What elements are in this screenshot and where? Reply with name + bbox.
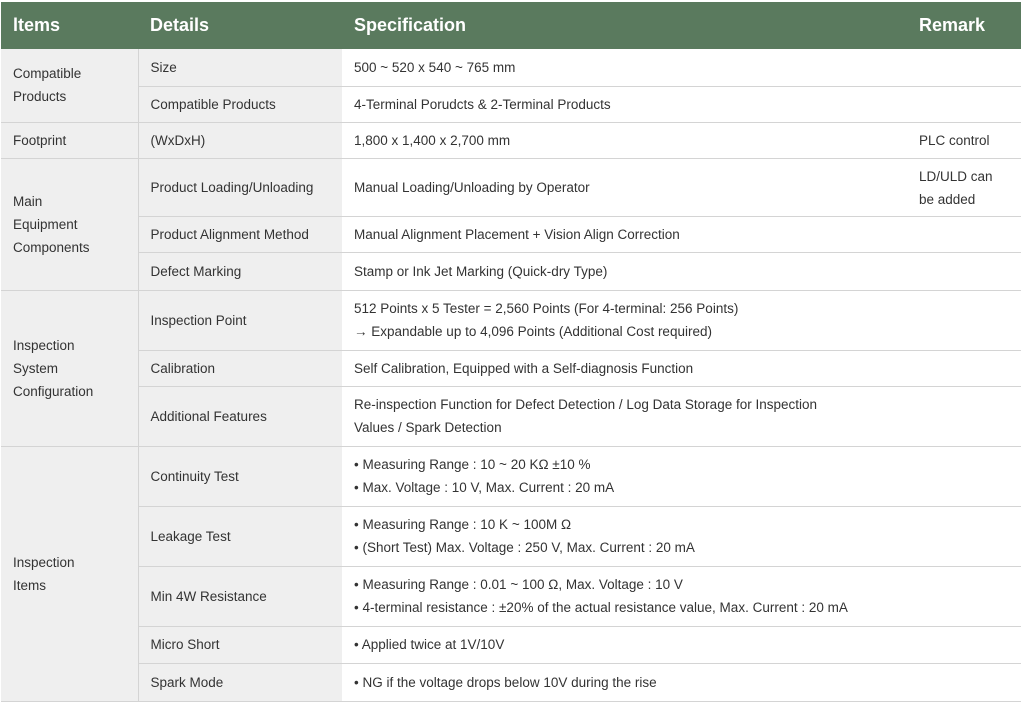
item-label: Inspection System Configuration xyxy=(1,290,139,447)
table-row: Leakage Test • Measuring Range : 10 K ~ 1… xyxy=(1,506,1021,567)
remark-value xyxy=(906,350,1021,387)
detail-label: Inspection Point xyxy=(138,290,342,351)
specification-value: 1,800 x 1,400 x 2,700 mm xyxy=(342,122,906,159)
table-row: Calibration Self Calibration, Equipped wi… xyxy=(1,350,1021,387)
table-row: Compatible Products 4-Terminal Porudcts &… xyxy=(1,86,1021,123)
detail-label: Product Loading/Unloading xyxy=(138,158,342,217)
specification-line: • 4-terminal resistance : ±20% of the ac… xyxy=(354,600,848,615)
specification-line: Stamp or Ink Jet Marking (Quick-dry Type… xyxy=(354,263,608,279)
specification-line: • Measuring Range : 10 ~ 20 KΩ ±10 % xyxy=(354,457,591,472)
item-label: Compatible Products xyxy=(1,49,139,123)
specification-line: 500 ~ 520 x 540 ~ 765 mm xyxy=(354,59,516,75)
specification-value: • Measuring Range : 10 K ~ 100M Ω • (Shor… xyxy=(342,506,906,567)
remark-value xyxy=(906,663,1021,702)
table-row: Main Equipment Components Product Loading… xyxy=(1,158,1021,291)
specification-line: Values / Spark Detection xyxy=(354,420,502,435)
specification-line: • Applied twice at 1V/10V xyxy=(354,637,505,652)
detail-label: Compatible Products xyxy=(138,86,342,123)
header-items: ltems xyxy=(1,2,138,49)
detail-label: Min 4W Resistance xyxy=(138,566,342,627)
remark-value xyxy=(906,216,1021,253)
detail-label: Calibration xyxy=(138,350,342,387)
remark-value xyxy=(906,446,1021,507)
table-row: Inspection Items Continuity Test • Measuri… xyxy=(1,446,1021,702)
detail-label: Size xyxy=(138,49,342,87)
table-row: Product Alignment Method Manual Alignment… xyxy=(1,216,1021,253)
specification-value: • Applied twice at 1V/10V xyxy=(342,626,906,664)
table-row: Min 4W Resistance • Measuring Range : 0.0… xyxy=(1,566,1021,627)
specification-line: Manual Alignment Placement + Vision Alig… xyxy=(354,226,680,242)
remark-value xyxy=(906,49,1021,87)
table-row: Compatible Products Size 500 ~ 520 x 540 ~… xyxy=(1,49,1021,123)
specification-value: 4-Terminal Porudcts & 2-Terminal Product… xyxy=(342,86,906,123)
remark-value xyxy=(906,86,1021,123)
header-specification: Specification xyxy=(342,2,906,49)
remark-value xyxy=(906,566,1021,627)
detail-label: Defect Marking xyxy=(138,252,342,291)
remark-value xyxy=(906,386,1021,447)
table-row: Defect Marking Stamp or Ink Jet Marking (… xyxy=(1,252,1021,291)
table-row: Spark Mode • NG if the voltage drops belo… xyxy=(1,663,1021,702)
specification-value: Self Calibration, Equipped with a Self-d… xyxy=(342,350,906,387)
remark-value xyxy=(906,626,1021,664)
specification-value: 512 Points x 5 Tester = 2,560 Points (Fo… xyxy=(342,290,906,351)
specification-value: Stamp or Ink Jet Marking (Quick-dry Type… xyxy=(342,252,906,291)
specification-value: • Measuring Range : 10 ~ 20 KΩ ±10 % • Ma… xyxy=(342,446,906,507)
table-header: ltems Details Specification Remark xyxy=(1,2,1021,49)
detail-label: Continuity Test xyxy=(138,446,342,507)
specification-value: Manual Alignment Placement + Vision Alig… xyxy=(342,216,906,253)
specification-value: Manual Loading/Unloading by Operator xyxy=(342,158,906,217)
remark-value xyxy=(906,290,1021,351)
specification-line: • Max. Voltage : 10 V, Max. Current : 20… xyxy=(354,480,615,495)
specification-line: Re-inspection Function for Defect Detect… xyxy=(354,397,818,412)
detail-label: Spark Mode xyxy=(138,663,342,702)
detail-label: Product Alignment Method xyxy=(138,216,342,253)
table-row: Additional Features Re-inspection Functio… xyxy=(1,386,1021,447)
detail-label: Micro Short xyxy=(138,626,342,664)
specification-value: Re-inspection Function for Defect Detect… xyxy=(342,386,906,447)
specification-line: Manual Loading/Unloading by Operator xyxy=(354,179,590,195)
remark-value xyxy=(906,252,1021,291)
specification-value: • NG if the voltage drops below 10V duri… xyxy=(342,663,906,702)
specification-line: 512 Points x 5 Tester = 2,560 Points (Fo… xyxy=(354,301,739,316)
specification-line: • (Short Test) Max. Voltage : 250 V, Max… xyxy=(354,540,695,555)
remark-value xyxy=(906,506,1021,567)
detail-label: (WxDxH) xyxy=(138,122,342,159)
specification-line: Self Calibration, Equipped with a Self-d… xyxy=(354,360,694,376)
detail-label: Leakage Test xyxy=(138,506,342,567)
specification-line: • Measuring Range : 0.01 ~ 100 Ω, Max. V… xyxy=(354,577,683,592)
table-row: Inspection System Configuration Inspectio… xyxy=(1,290,1021,447)
specification-line: • Measuring Range : 10 K ~ 100M Ω xyxy=(354,517,572,532)
item-label: Inspection Items xyxy=(1,446,139,702)
specification-line: 4-Terminal Porudcts & 2-Terminal Product… xyxy=(354,96,611,112)
specification-value: • Measuring Range : 0.01 ~ 100 Ω, Max. V… xyxy=(342,566,906,627)
header-remark: Remark xyxy=(906,2,1021,49)
table-row: Micro Short • Applied twice at 1V/10V xyxy=(1,626,1021,664)
specification-line: • NG if the voltage drops below 10V duri… xyxy=(354,674,657,690)
detail-label: Additional Features xyxy=(138,386,342,447)
specification-line: 1,800 x 1,400 x 2,700 mm xyxy=(354,132,511,148)
specification-line: → Expandable up to 4,096 Points (Additio… xyxy=(354,324,712,339)
item-label: Main Equipment Components xyxy=(1,158,139,291)
header-details: Details xyxy=(138,2,342,49)
table-body: Compatible Products Size 500 ~ 520 x 540 ~… xyxy=(1,49,1021,702)
remark-value: PLC control xyxy=(906,122,1021,159)
specification-value: 500 ~ 520 x 540 ~ 765 mm xyxy=(342,49,906,87)
remark-value: LD/ULD can be added xyxy=(906,158,1021,217)
table-row: Footprint (WxDxH) 1,800 x 1,400 x 2,700 mm… xyxy=(1,122,1021,159)
item-label: Footprint xyxy=(1,122,139,159)
